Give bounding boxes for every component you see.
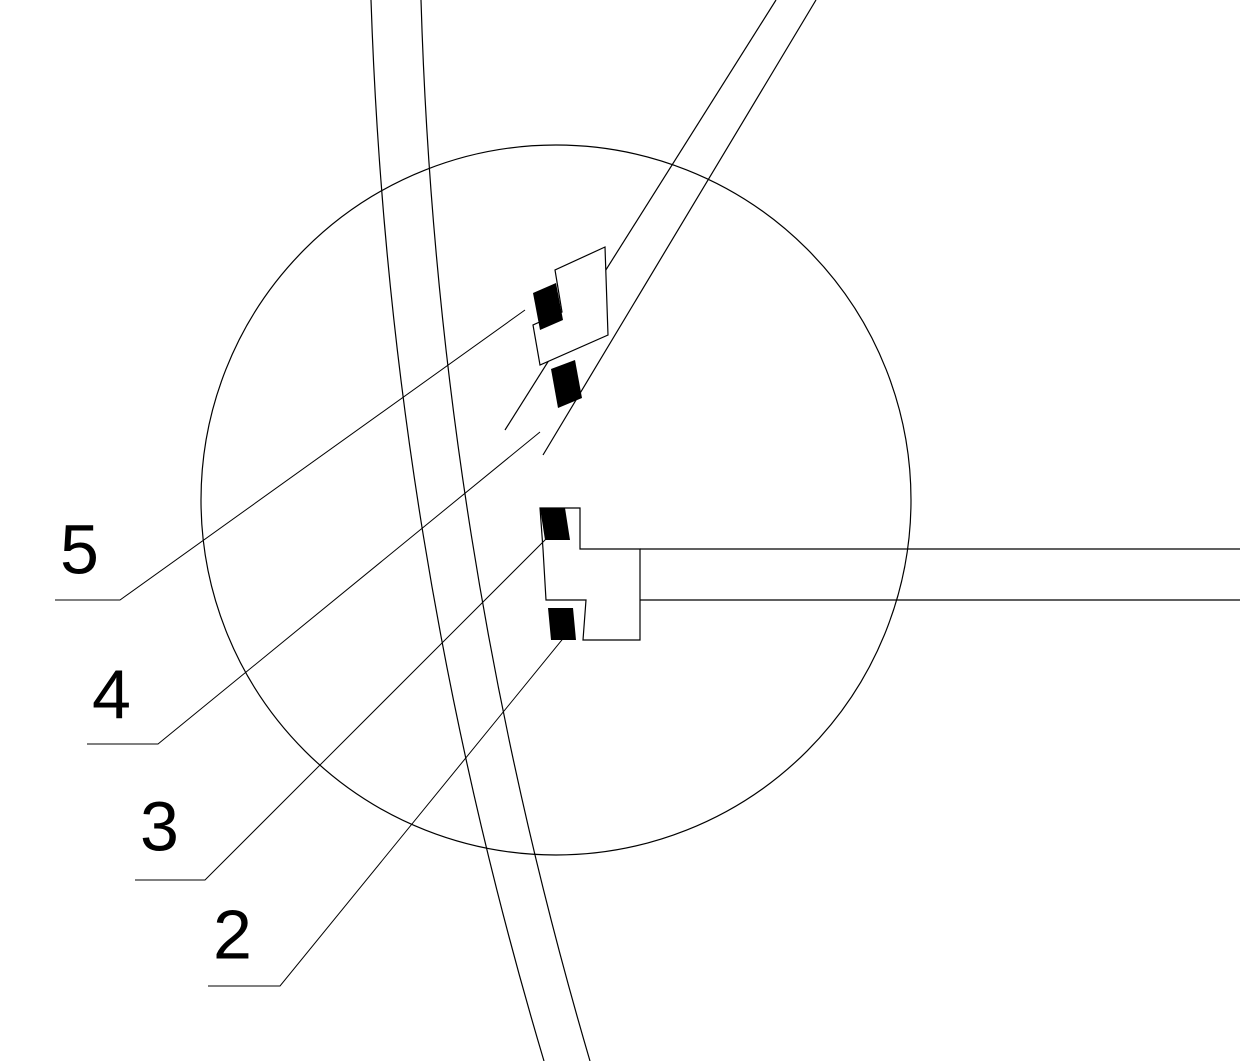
horizontal-bracket-wedge-1 bbox=[548, 608, 576, 640]
label-5: 5 bbox=[60, 510, 99, 588]
label-3: 3 bbox=[140, 787, 179, 865]
diagonal-strip-right-edge bbox=[543, 0, 816, 455]
detail-circle bbox=[201, 145, 911, 855]
leader-4 bbox=[87, 432, 540, 744]
label-2: 2 bbox=[213, 895, 252, 973]
leader-2 bbox=[208, 630, 570, 986]
horizontal-bracket-wedge-0 bbox=[540, 508, 570, 540]
leader-5 bbox=[55, 310, 525, 600]
diagonal-bracket-wedge-1 bbox=[551, 360, 582, 408]
label-4: 4 bbox=[92, 655, 131, 733]
diagonal-strip-left-edge bbox=[505, 0, 776, 430]
leader-3 bbox=[135, 530, 555, 880]
